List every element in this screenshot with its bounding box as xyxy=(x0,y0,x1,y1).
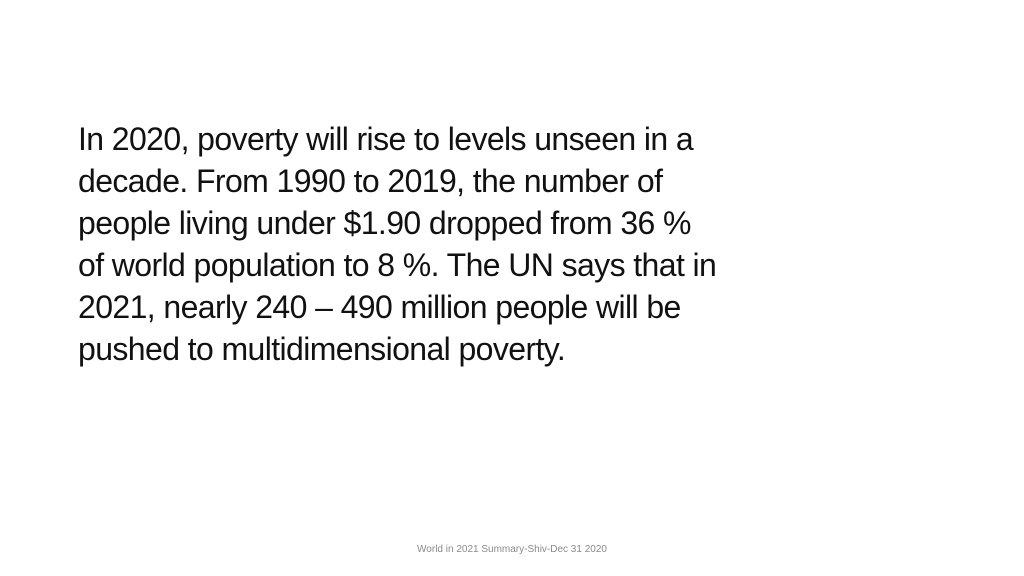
slide-footer: World in 2021 Summary-Shiv-Dec 31 2020 xyxy=(417,544,607,555)
body-line: pushed to multidimensional poverty. xyxy=(78,331,566,367)
body-line: 2021, nearly 240 – 490 million people wi… xyxy=(78,289,681,325)
body-line: decade. From 1990 to 2019, the number of xyxy=(78,163,663,199)
body-line: In 2020, poverty will rise to levels uns… xyxy=(78,121,694,157)
slide-body-text: In 2020, poverty will rise to levels uns… xyxy=(78,118,958,370)
body-line: people living under $1.90 dropped from 3… xyxy=(78,205,691,241)
body-line: of world population to 8 %. The UN says … xyxy=(78,247,717,283)
